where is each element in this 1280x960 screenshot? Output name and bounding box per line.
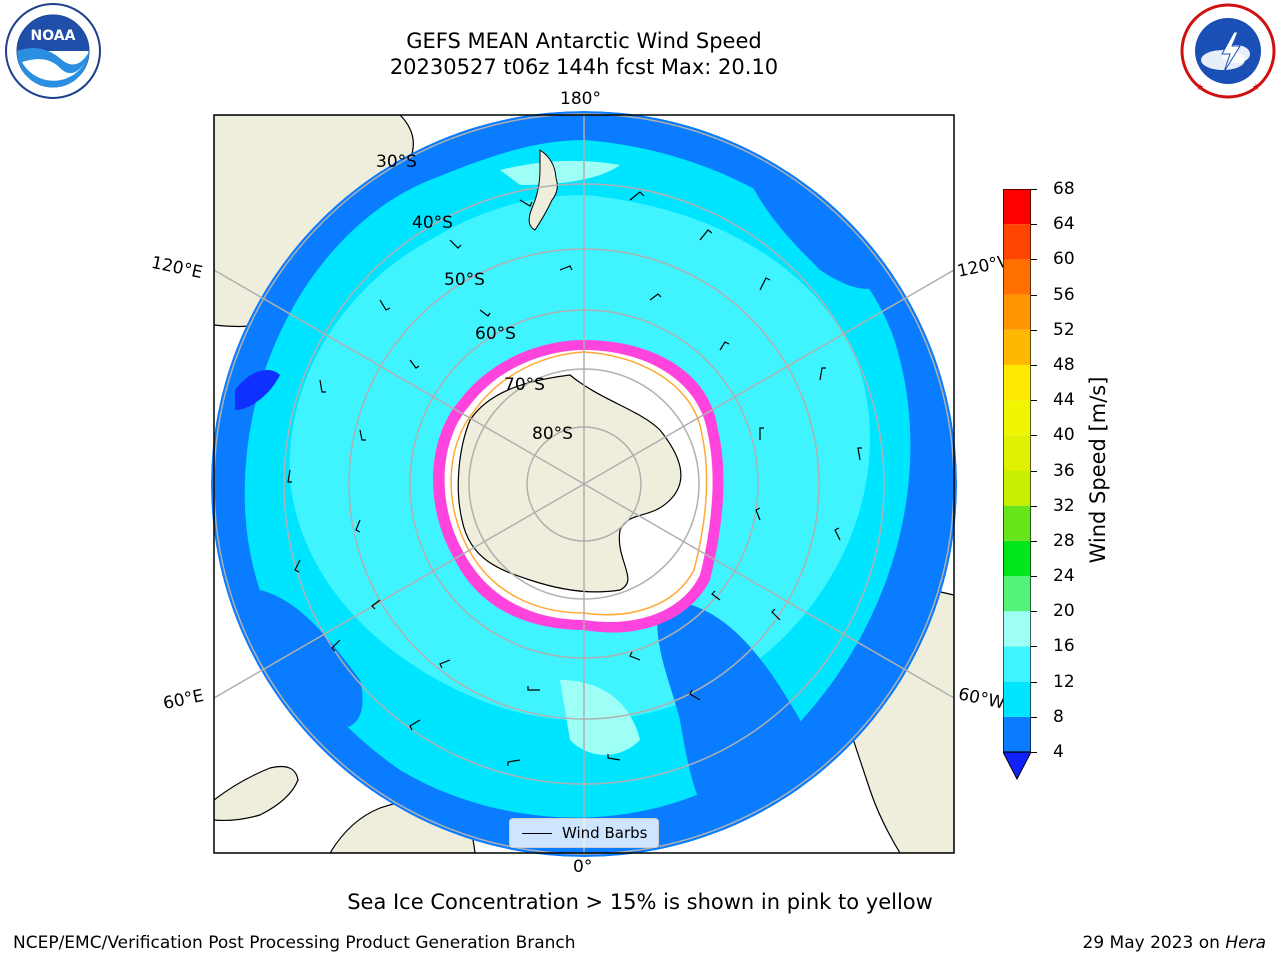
- colorbar-bin: [1003, 540, 1031, 577]
- colorbar-tick-mark: [1031, 435, 1037, 437]
- colorbar-tick-label: 64: [1053, 214, 1075, 235]
- colorbar-bin: [1003, 435, 1031, 471]
- colorbar: [1003, 189, 1031, 781]
- colorbar-tick-mark: [1031, 189, 1037, 190]
- colorbar-tick-mark: [1031, 294, 1037, 296]
- colorbar-tick-label: 44: [1053, 390, 1075, 411]
- colorbar-tick-label: 12: [1053, 671, 1075, 692]
- colorbar-extend-below: [1003, 751, 1031, 781]
- nws-logo: ★ ★: [1180, 3, 1276, 99]
- colorbar-tick-mark: [1031, 470, 1037, 472]
- footer-credit: NCEP/EMC/Verification Post Processing Pr…: [13, 933, 576, 953]
- colorbar-tick-label: 16: [1053, 636, 1075, 657]
- colorbar-tick-mark: [1031, 716, 1037, 718]
- colorbar-tick-label: 40: [1053, 425, 1075, 446]
- chart-title: GEFS MEAN Antarctic Wind Speed: [406, 29, 762, 53]
- colorbar-tick-mark: [1031, 364, 1037, 366]
- footer-host: Hera: [1225, 933, 1266, 953]
- legend: Wind Barbs: [509, 818, 659, 848]
- colorbar-tick-label: 32: [1053, 495, 1075, 516]
- colorbar-tick-label: 56: [1053, 284, 1075, 305]
- lat-label-80s: 80°S: [532, 424, 573, 444]
- colorbar-tick-label: 24: [1053, 566, 1075, 587]
- colorbar-bin: [1003, 224, 1031, 260]
- colorbar-tick-mark: [1031, 400, 1037, 402]
- footer-date-text: 29 May 2023 on: [1082, 933, 1220, 953]
- colorbar-tick-label: 68: [1053, 179, 1075, 199]
- colorbar-tick-mark: [1031, 329, 1037, 331]
- noaa-logo-text: NOAA: [31, 28, 76, 44]
- colorbar-tick-mark: [1031, 540, 1037, 542]
- colorbar-bin: [1003, 400, 1031, 436]
- colorbar-tick-mark: [1031, 611, 1037, 613]
- lat-label-60s: 60°S: [475, 324, 516, 344]
- colorbar-bin: [1003, 505, 1031, 541]
- colorbar-tick-mark: [1031, 576, 1037, 578]
- colorbar-bin: [1003, 576, 1031, 612]
- colorbar-tick-label: 8: [1053, 706, 1064, 727]
- map-frame: [213, 114, 955, 854]
- wind-barbs: [287, 191, 862, 766]
- colorbar-tick-label: 52: [1053, 319, 1075, 340]
- svg-text:★: ★: [1252, 83, 1260, 93]
- lon-label-bottom: 0°: [573, 857, 593, 877]
- colorbar-tick-label: 36: [1053, 460, 1075, 481]
- lat-label-40s: 40°S: [412, 213, 453, 233]
- colorbar-bin: [1003, 189, 1031, 225]
- colorbar-tick-label: 48: [1053, 354, 1075, 375]
- colorbar-tick-label: 60: [1053, 249, 1075, 270]
- antarctica-landmass: [457, 374, 682, 593]
- colorbar-bin: [1003, 364, 1031, 401]
- lat-label-70s: 70°S: [504, 375, 545, 395]
- colorbar-tick-label: 4: [1053, 742, 1064, 762]
- colorbar-bin: [1003, 646, 1031, 682]
- colorbar-bin: [1003, 681, 1031, 717]
- lat-label-30s: 30°S: [376, 152, 417, 172]
- colorbar-bin: [1003, 294, 1031, 330]
- colorbar-tick-mark: [1031, 505, 1037, 507]
- colorbar-tick-mark: [1031, 224, 1037, 226]
- footer-date: 29 May 2023 on Hera: [1083, 933, 1267, 953]
- svg-text:★: ★: [1196, 83, 1204, 93]
- noaa-logo: NOAA: [5, 3, 101, 99]
- colorbar-tick-mark: [1031, 752, 1037, 753]
- colorbar-bin: [1003, 716, 1031, 752]
- new-zealand-landmass: [528, 149, 558, 231]
- colorbar-bin: [1003, 259, 1031, 295]
- africa-landmass: [214, 765, 299, 822]
- lat-label-50s: 50°S: [444, 270, 485, 290]
- colorbar-bin: [1003, 329, 1031, 365]
- caption: Sea Ice Concentration > 15% is shown in …: [347, 890, 933, 914]
- colorbar-bin: [1003, 470, 1031, 506]
- colorbar-tick-mark: [1031, 259, 1037, 261]
- colorbar-tick-label: 20: [1053, 601, 1075, 622]
- legend-label: Wind Barbs: [562, 824, 648, 842]
- colorbar-bin: [1003, 611, 1031, 647]
- colorbar-tick-mark: [1031, 646, 1037, 648]
- colorbar-tick-label: 28: [1053, 530, 1075, 551]
- legend-line-swatch: [522, 832, 552, 834]
- colorbar-tick-mark: [1031, 681, 1037, 683]
- lon-label-top: 180°: [560, 89, 601, 109]
- chart-subtitle: 20230527 t06z 144h fcst Max: 20.10: [389, 55, 779, 79]
- colorbar-label: Wind Speed [m/s]: [1086, 376, 1110, 564]
